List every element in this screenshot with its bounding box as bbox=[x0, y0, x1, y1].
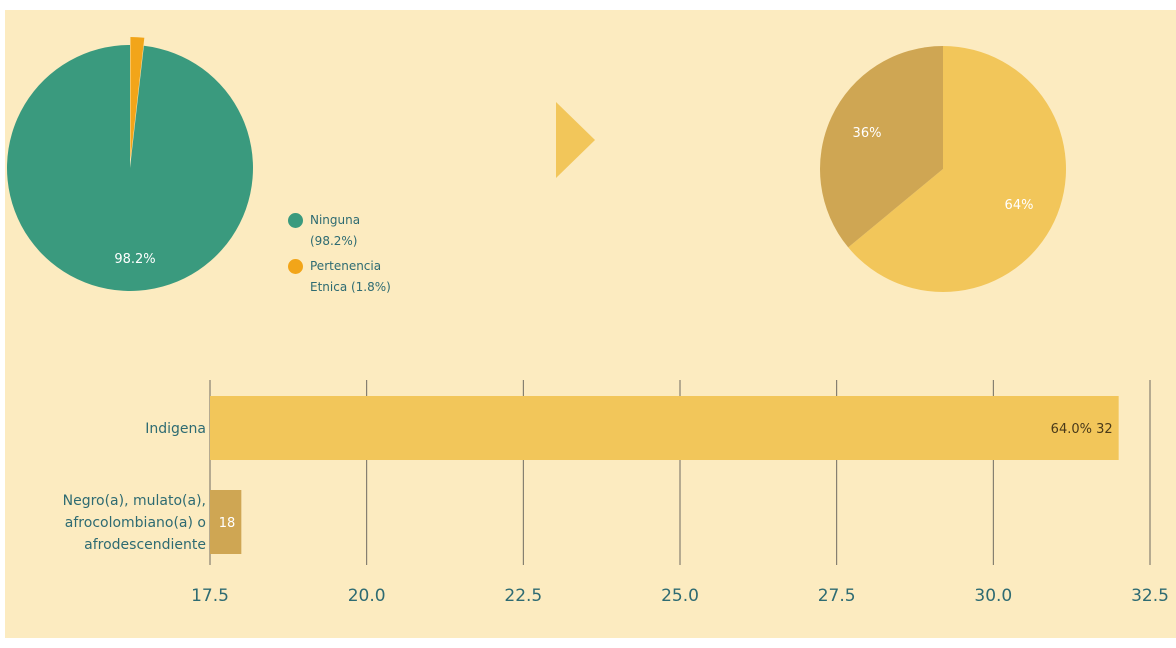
pie-slice-label: 36% bbox=[853, 126, 882, 141]
x-tick-label: 32.5 bbox=[1131, 586, 1169, 606]
bar-data-label: 18 bbox=[219, 516, 236, 531]
legend: Ninguna (98.2%) Pertenencia Etnica (1.8%… bbox=[288, 210, 391, 302]
pie-slice-label: 64% bbox=[1005, 198, 1034, 213]
x-tick-label: 22.5 bbox=[504, 586, 542, 606]
legend-item-ninguna: Ninguna (98.2%) bbox=[288, 210, 391, 252]
legend-label: Ninguna (98.2%) bbox=[310, 213, 361, 248]
legend-dot-icon bbox=[288, 259, 303, 274]
legend-item-pertenencia: Pertenencia Etnica (1.8%) bbox=[288, 256, 391, 298]
legend-label: Pertenencia Etnica (1.8%) bbox=[310, 259, 391, 294]
pie-slice-negro bbox=[820, 46, 943, 248]
bar-indigena bbox=[210, 396, 1119, 460]
pie-chart-ethnic-groups: 64% 36% bbox=[820, 46, 1066, 293]
bar-afro bbox=[210, 490, 242, 554]
bar-data-label: 64.0% 32 bbox=[1051, 422, 1113, 437]
x-tick-label: 30.0 bbox=[974, 586, 1012, 606]
x-tick-label: 25.0 bbox=[661, 586, 699, 606]
pie-slice-ninguna bbox=[7, 45, 253, 291]
x-tick-label: 27.5 bbox=[818, 586, 856, 606]
pie-slice-pertenencia bbox=[130, 37, 145, 161]
pie-slice-indigena bbox=[848, 46, 1066, 293]
x-tick-label: 20.0 bbox=[348, 586, 386, 606]
triangle-right-icon bbox=[556, 102, 595, 178]
y-category-label: Indigena bbox=[145, 421, 206, 437]
pie-chart-ethnicity: 98.2% bbox=[7, 37, 253, 291]
legend-dot-icon bbox=[288, 213, 303, 228]
pie-slice-label: 98.2% bbox=[114, 252, 155, 267]
bar-chart: 17.5 20.0 22.5 25.0 27.5 30.0 32.5 64.0% 32 Indi… bbox=[63, 380, 1169, 606]
x-tick-label: 17.5 bbox=[191, 586, 229, 606]
